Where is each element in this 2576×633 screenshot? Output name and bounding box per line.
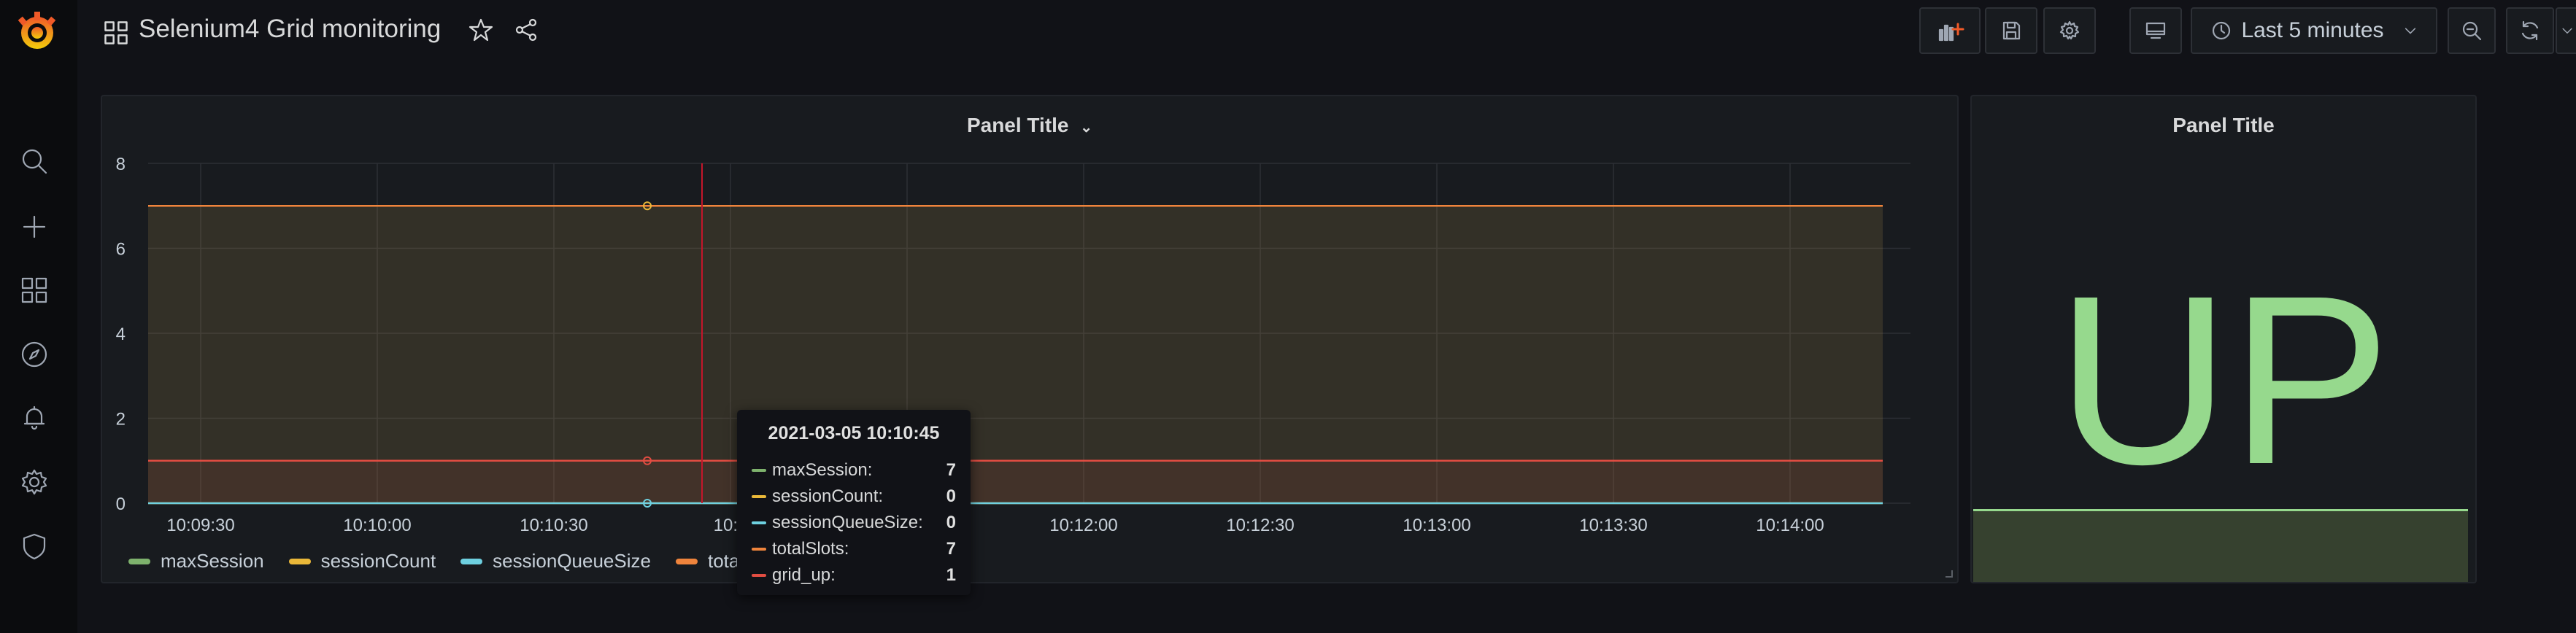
resize-handle[interactable] [1946,570,1953,578]
refresh-button[interactable] [2506,7,2554,54]
graph-tooltip: 2021-03-05 10:10:45 maxSession: 7 sessionC… [737,410,971,595]
legend-swatch [675,558,698,564]
tooltip-swatch [752,469,766,472]
legend-item[interactable]: sessionQueueSize [460,550,651,572]
tv-mode-button[interactable] [2129,7,2182,54]
x-tick-label: 10:12:00 [1049,516,1117,534]
y-tick-label: 2 [116,410,126,430]
tooltip-swatch [752,521,766,524]
stat-panel-title[interactable]: Panel Title [2172,114,2275,136]
chevron-down-icon [2405,28,2415,34]
stat-sparkline-area [1973,509,2468,582]
tooltip-row: grid_up: 1 [752,562,956,589]
grafana-logo-icon[interactable] [13,7,61,55]
share-icon[interactable] [512,16,540,44]
x-tick-label: 10:10:30 [520,516,587,534]
graph-panel: Panel Title ⌄ 0 2 4 6 8 10:09:30 10:10:00 10:10… [101,95,1959,583]
tooltip-series-value: 7 [946,460,956,480]
time-range-picker[interactable]: Last 5 minutes [2191,7,2437,54]
hover-point [643,499,652,508]
legend-item[interactable]: maxSession [128,550,264,572]
y-tick-label: 0 [116,494,126,514]
x-tick-label: 10:12:30 [1226,516,1294,534]
tooltip-series-name: totalSlots: [772,539,849,559]
plus-icon[interactable] [16,209,53,245]
bell-icon[interactable] [16,400,53,436]
y-tick-label: 4 [116,325,126,344]
series-area-maxSession [148,206,1883,503]
tooltip-swatch [752,495,766,498]
gear-icon[interactable] [16,464,53,500]
star-icon[interactable] [467,16,495,44]
tooltip-row: sessionCount: 0 [752,484,956,510]
dashboard-grid-icon [102,19,130,47]
settings-button[interactable] [2043,7,2096,54]
legend-swatch [460,558,483,564]
stat-panel: Panel Title UP [1970,95,2477,583]
tooltip-series-name: grid_up: [772,565,836,585]
y-tick-label: 6 [116,240,126,260]
x-tick-label: 10:09:30 [166,516,234,534]
x-tick-label: 10:14:00 [1756,516,1824,534]
save-button[interactable] [1985,7,2037,54]
stat-value: UP [2056,245,2391,514]
refresh-interval-dropdown[interactable] [2556,7,2576,54]
x-tick-label: 10:13:00 [1403,516,1470,534]
time-range-label: Last 5 minutes [2241,18,2384,42]
legend-label: maxSession [161,550,264,572]
sidebar [0,0,77,633]
add-panel-button[interactable] [1919,7,1981,54]
hover-point [643,456,652,465]
graph-panel-title[interactable]: Panel Title ⌄ [966,114,1093,136]
series-area-grid_up [148,460,1883,503]
hover-point [643,201,652,211]
tooltip-series-value: 0 [946,513,956,532]
tooltip-row: sessionQueueSize: 0 [752,510,956,536]
x-tick-label: 10:13:30 [1579,516,1647,534]
legend-swatch [288,558,311,564]
shield-icon[interactable] [16,528,53,564]
tooltip-time: 2021-03-05 10:10:45 [768,423,940,443]
dashboards-icon[interactable] [16,272,53,308]
tooltip-row: maxSession: 7 [752,457,956,484]
zoom-out-button[interactable] [2448,7,2496,54]
tooltip-series-value: 7 [946,539,956,559]
tooltip-series-value: 1 [946,565,956,585]
y-tick-label: 8 [116,155,126,174]
series-area-totalSlots [148,206,1883,503]
tooltip-row: totalSlots: 7 [752,536,956,562]
dashboard-title[interactable]: Selenium4 Grid monitoring [139,15,441,43]
tooltip-series-name: sessionQueueSize: [772,513,923,532]
chevron-down-icon [2562,28,2572,34]
chevron-down-icon: ⌄ [1080,120,1093,136]
tooltip-series-name: sessionCount: [772,486,884,506]
legend-item[interactable]: sessionCount [288,550,436,572]
tooltip-series-value: 0 [946,486,956,506]
tooltip-swatch [752,548,766,551]
legend-label: sessionCount [320,550,436,572]
tooltip-swatch [752,574,766,577]
top-bar: Selenium4 Grid monitoring Last 5 minutes [77,0,2576,63]
tooltip-series-name: maxSession: [772,460,873,480]
search-icon[interactable] [16,143,53,179]
clock-icon [2213,21,2231,40]
compass-icon[interactable] [16,336,53,373]
x-tick-label: 10:10:00 [343,516,411,534]
legend-label: sessionQueueSize [493,550,651,572]
legend-swatch [128,558,150,564]
